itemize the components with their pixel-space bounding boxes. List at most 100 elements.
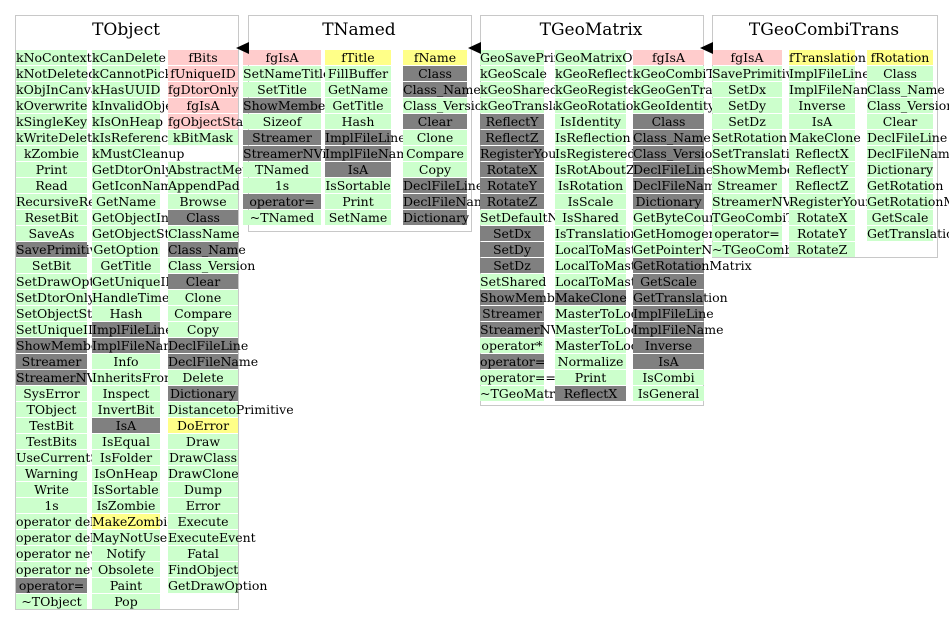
member-cell: MayNotUse [92, 530, 168, 545]
member-cell: DeclFileLine [633, 162, 714, 177]
member-cell: ~TGeoCombiTrans [712, 242, 833, 257]
member-cell: DistancetoPrimitive [168, 402, 294, 417]
member-cell: GetScale [633, 274, 704, 289]
member-cell: Clear [867, 114, 933, 129]
member-cell: Clear [403, 114, 467, 129]
member-cell: TestBit [16, 418, 87, 433]
member-cell: AbstractMethod [168, 162, 271, 177]
member-cell: kNoContextMenu [16, 50, 128, 65]
member-cell: Dictionary [633, 194, 704, 209]
member-cell: DeclFileLine [403, 178, 484, 193]
member-cell: RotateZ [480, 194, 544, 209]
member-cell: MakeClone [555, 290, 627, 305]
member-cell: MasterToLocalBomb [555, 322, 686, 337]
member-cell: Streamer [16, 354, 87, 369]
member-cell: ReflectX [555, 386, 626, 401]
member-cell: kCanDelete [92, 50, 166, 65]
member-cell: StreamerNVirtual [712, 194, 826, 209]
member-cell: Delete [168, 370, 238, 385]
member-cell: GetRotation [867, 178, 944, 193]
member-cell: fBits [168, 50, 238, 65]
member-cell: GetName [92, 194, 160, 209]
member-cell: ImplFileLine [633, 306, 714, 321]
member-cell: Print [325, 194, 391, 209]
class-title: TNamed [322, 20, 396, 40]
member-cell: SetDz [712, 114, 782, 129]
member-cell: SetUniqueID [16, 322, 98, 337]
member-cell: DeclFileName [168, 354, 259, 369]
member-cell: Clone [168, 290, 238, 305]
member-cell: RegisterYourself [789, 194, 894, 209]
member-cell: ReflectZ [789, 178, 855, 193]
member-cell: Hash [92, 306, 160, 321]
member-cell: DeclFileName [867, 146, 949, 161]
member-cell: StreamerNVirtual [243, 146, 357, 161]
member-cell: ShowMembers [16, 338, 111, 353]
inheritance-arrow-icon [468, 42, 481, 54]
member-cell: IsSortable [325, 178, 391, 193]
member-cell: Obsolete [92, 562, 160, 577]
member-cell: kNotDeleted [16, 66, 97, 81]
member-cell: ResetBit [16, 210, 87, 225]
member-cell: SavePrimitive [712, 66, 801, 81]
member-cell: operator= [712, 226, 782, 241]
member-cell: operator== [480, 370, 556, 385]
member-cell: kGeoTranslation [480, 98, 585, 113]
member-cell: StreamerNVirtual [16, 370, 130, 385]
member-cell: Class_Version [403, 98, 491, 113]
member-cell: RotateX [789, 210, 855, 225]
member-cell: Paint [92, 578, 160, 593]
member-cell: Inverse [633, 338, 704, 353]
member-cell: kHasUUID [92, 82, 161, 97]
member-cell: SetObjectStat [16, 306, 105, 321]
member-cell: GetTranslation [633, 290, 728, 305]
member-cell: kCannotPick [92, 66, 173, 81]
member-cell: kGeoRotation [555, 98, 642, 113]
member-cell: DeclFileLine [867, 130, 948, 145]
member-cell: FillBuffer [325, 66, 391, 81]
member-cell: kIsOnHeap [92, 114, 163, 129]
member-cell: Write [16, 482, 87, 497]
member-cell: IsA [789, 114, 855, 129]
member-cell: ~TGeoMatrix [480, 386, 567, 401]
member-cell: Class_Name [867, 82, 945, 97]
member-cell: GetTranslation [867, 226, 949, 241]
member-cell: fRotation [867, 50, 933, 65]
member-cell: SetRotation [712, 130, 787, 145]
member-cell: FindObject [168, 562, 239, 577]
member-cell: Error [168, 498, 238, 513]
member-cell: LocalToMasterVect [555, 274, 677, 289]
member-cell: fUniqueID [168, 66, 238, 81]
member-cell: GetOption [92, 242, 160, 257]
member-cell: IsShared [555, 210, 626, 225]
member-cell: RegisterYourself [480, 146, 585, 161]
member-cell: IsFolder [92, 450, 160, 465]
member-cell: ImplFileName [92, 338, 183, 353]
member-cell: IsEqual [92, 434, 160, 449]
member-cell: Copy [168, 322, 238, 337]
member-cell: kObjInCanvas [16, 82, 105, 97]
member-cell: operator new[] [16, 562, 111, 577]
member-cell: SetName [325, 210, 391, 225]
member-cell: LocalToMasterBomb [555, 258, 686, 273]
member-cell: IsA [92, 418, 160, 433]
member-cell: ImplFileLine [92, 322, 173, 337]
member-cell: IsIdentity [555, 114, 626, 129]
member-cell: SetDx [712, 82, 782, 97]
member-cell: ~TNamed [243, 210, 321, 225]
member-cell: GetTitle [92, 258, 160, 273]
member-cell: GetUniqueID [92, 274, 176, 289]
member-cell: ClassName [168, 226, 240, 241]
class-title: TGeoMatrix [539, 20, 643, 40]
member-cell: ShowMembers [480, 290, 575, 305]
member-cell: Info [92, 354, 160, 369]
member-cell: fTranslation [789, 50, 866, 65]
member-cell: SetNameTitle [243, 66, 331, 81]
member-cell: DoError [168, 418, 238, 433]
member-cell: operator* [480, 338, 544, 353]
member-cell: Class_Version [867, 98, 949, 113]
member-cell: MakeZombie [92, 514, 175, 529]
member-cell: HandleTimer [92, 290, 176, 305]
member-cell: Normalize [555, 354, 626, 369]
member-cell: IsA [633, 354, 704, 369]
